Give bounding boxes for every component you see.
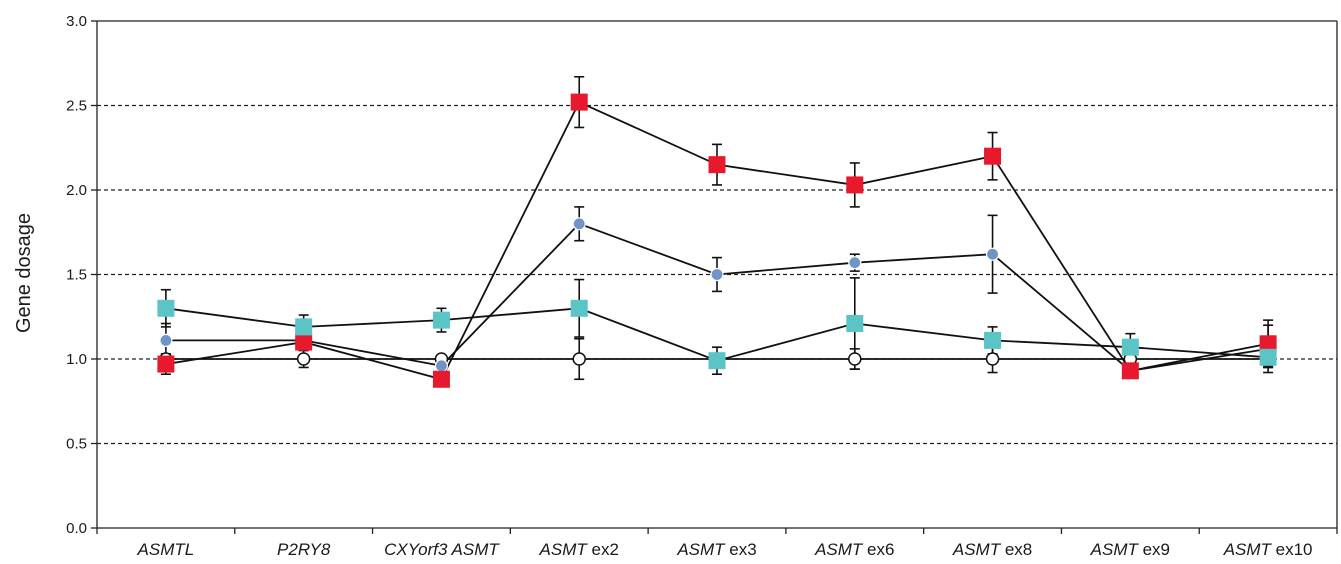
data-point-square	[984, 147, 1002, 165]
data-point-square	[846, 315, 864, 333]
data-point-circle	[710, 267, 724, 282]
x-category-label-italic: P2RY8	[277, 540, 331, 559]
data-point-square	[570, 93, 588, 111]
data-point-open-circle	[296, 352, 311, 366]
y-tick-label: 0.5	[66, 436, 87, 453]
y-tick-label: 2.5	[66, 98, 87, 115]
y-axis-label: Gene dosage	[13, 213, 35, 333]
x-category-label-italic: ASMT	[1223, 540, 1273, 559]
data-point-circle	[572, 217, 586, 231]
data-point-square	[1259, 348, 1277, 366]
x-category-label-suffix: ex2	[587, 540, 619, 559]
x-category-label-italic: ASMT	[1090, 540, 1140, 559]
data-point-square	[432, 370, 450, 388]
x-category-label-italic: ASMT	[676, 540, 726, 559]
data-point-square	[157, 299, 175, 317]
data-point-square	[708, 352, 726, 370]
y-tick-label: 3.0	[66, 13, 87, 30]
data-point-open-circle	[985, 352, 1000, 366]
x-category-label: ASMT ex9	[1090, 540, 1170, 559]
data-point-square	[1121, 338, 1139, 356]
axes: 0.0 0.5 1.0 1.5 2.0 2.5 3.0 ASMTL P2RY8 CXYorf3 A…	[66, 13, 1338, 559]
data-point-circle	[985, 247, 1000, 261]
x-category-label-italic: ASMT	[952, 540, 1002, 559]
data-point-square	[295, 333, 313, 351]
x-category-label: ASMT ex6	[814, 540, 894, 559]
x-category-label-suffix: ex8	[1000, 540, 1032, 559]
data-point-open-circle	[848, 352, 862, 366]
x-category-label: ASMT ex10	[1223, 540, 1313, 559]
x-category-label-italic: ASMT	[814, 540, 864, 559]
data-point-circle	[848, 256, 862, 270]
x-category-label-suffix: ex3	[725, 540, 757, 559]
data-point-square	[295, 318, 313, 336]
data-point-square	[984, 331, 1002, 349]
x-category-label-suffix: ex9	[1138, 540, 1170, 559]
y-tick-label: 2.0	[66, 182, 87, 199]
data-point-square	[1121, 362, 1139, 380]
data-point-square	[432, 311, 450, 329]
x-category-label-suffix: ex6	[862, 540, 894, 559]
data-point-square	[157, 355, 175, 373]
x-category-label: P2RY8	[277, 540, 331, 559]
y-tick-label: 1.5	[66, 267, 87, 284]
x-category-label-suffix: ex10	[1271, 540, 1313, 559]
data-point-square	[708, 156, 726, 174]
x-category-label: ASMT ex2	[539, 540, 619, 559]
data-point-square	[570, 299, 588, 317]
x-category-label-italic: ASMTL	[137, 540, 195, 559]
x-category-label-italic: ASMT	[539, 540, 589, 559]
x-category-label-italic: CXYorf3 ASMT	[384, 540, 500, 559]
y-tick-label: 0.0	[66, 520, 87, 537]
data-point-circle	[434, 359, 449, 373]
x-category-label: ASMTL	[137, 540, 195, 559]
data-point-open-circle	[572, 352, 586, 366]
data-markers	[157, 93, 1277, 388]
data-point-square	[846, 176, 864, 194]
y-tick-label: 1.0	[66, 351, 87, 368]
x-category-label: ASMT ex3	[676, 540, 756, 559]
data-point-circle	[159, 333, 173, 348]
x-category-label: ASMT ex8	[952, 540, 1032, 559]
x-category-label: CXYorf3 ASMT	[384, 540, 500, 559]
